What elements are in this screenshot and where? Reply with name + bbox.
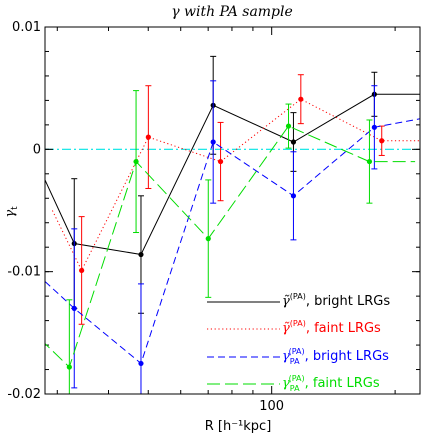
data-point bbox=[138, 251, 144, 258]
x-tick-label: 100 bbox=[259, 399, 284, 414]
y-tick-label: 0 bbox=[33, 142, 41, 157]
series-3 bbox=[45, 90, 416, 394]
data-point bbox=[366, 158, 373, 165]
legend-label: γ̃(PA), faint LRGs bbox=[282, 319, 381, 336]
legend-symbol: γ bbox=[282, 349, 290, 364]
data-point bbox=[285, 123, 292, 129]
legend-superscript: (PA) bbox=[290, 319, 306, 328]
y-tick-label: 0.01 bbox=[12, 20, 41, 35]
y-tick-label: -0.01 bbox=[7, 265, 41, 280]
legend-label: γPA(PA), bright LRGs bbox=[282, 347, 389, 366]
data-point bbox=[217, 158, 224, 165]
legend-superscript: (PA) bbox=[290, 292, 306, 301]
y-axis-label-sub: t bbox=[10, 206, 20, 210]
legend-rest: , bright LRGs bbox=[306, 294, 391, 309]
legend-rest: , bright LRGs bbox=[305, 349, 390, 364]
data-point bbox=[371, 124, 377, 130]
legend-symbol: γ̃ bbox=[282, 321, 290, 336]
series-0 bbox=[45, 55, 420, 314]
data-point bbox=[210, 139, 216, 145]
data-point bbox=[71, 305, 77, 311]
y-axis-label-main: γ bbox=[3, 210, 18, 218]
plot-frame bbox=[44, 26, 421, 395]
data-point bbox=[379, 138, 385, 144]
data-point bbox=[138, 360, 144, 367]
legend-superscript: (PA) bbox=[289, 374, 305, 383]
data-point bbox=[290, 139, 297, 145]
legend-subscript: PA bbox=[290, 384, 300, 393]
data-point bbox=[145, 134, 151, 140]
chart-title: γ with PA sample bbox=[171, 4, 293, 20]
legend-rest: , faint LRGs bbox=[306, 321, 381, 336]
data-point bbox=[79, 267, 85, 274]
legend-label: γ̃(PA), bright LRGs bbox=[282, 292, 390, 309]
y-axis-label: γt bbox=[3, 206, 20, 218]
legend-label: γPA(PA), faint LRGs bbox=[282, 374, 380, 393]
data-point bbox=[298, 96, 304, 102]
series-1 bbox=[51, 74, 420, 325]
legend-superscript: (PA) bbox=[289, 347, 305, 356]
legend-subscript: PA bbox=[290, 357, 300, 366]
series-2 bbox=[45, 80, 420, 394]
legend-rest: , faint LRGs bbox=[305, 376, 380, 391]
data-point bbox=[205, 236, 211, 242]
y-tick-label: -0.02 bbox=[7, 387, 41, 402]
legend-symbol: γ̃ bbox=[282, 294, 290, 309]
data-point bbox=[66, 364, 72, 370]
data-point bbox=[290, 193, 297, 199]
data-point bbox=[133, 158, 139, 165]
legend-symbol: γ bbox=[282, 376, 290, 391]
x-axis-label: R [h⁻¹kpc] bbox=[205, 419, 272, 434]
